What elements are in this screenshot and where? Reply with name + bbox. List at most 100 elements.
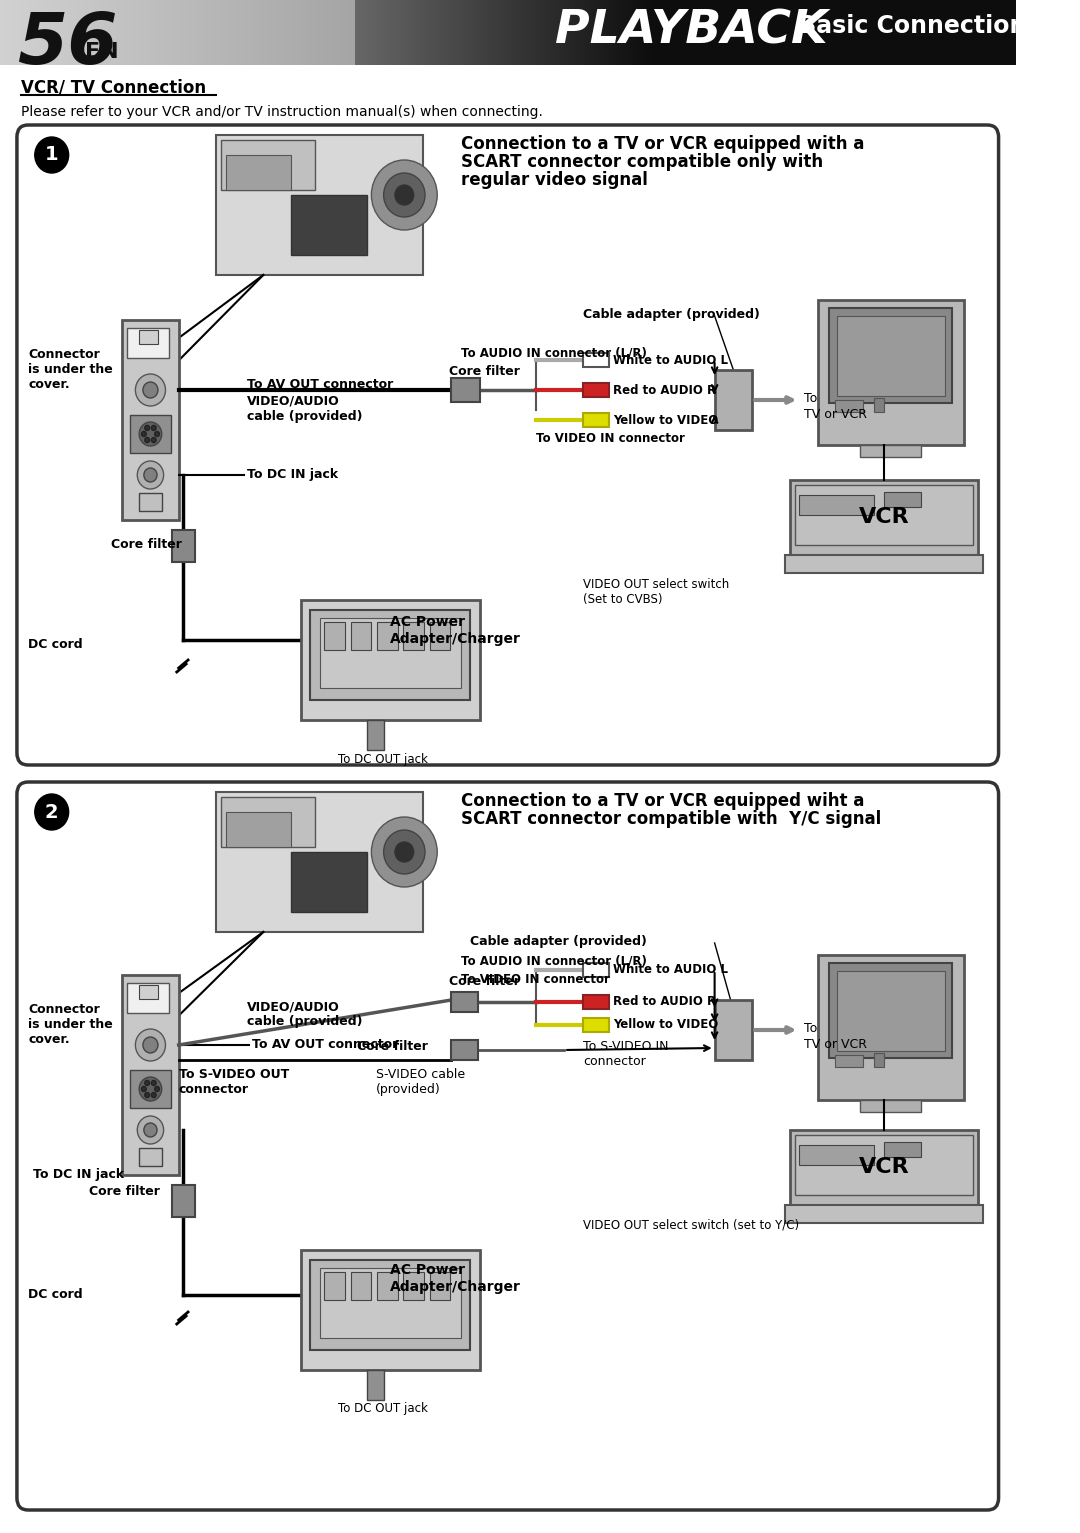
Bar [310, 610, 470, 701]
Bar [583, 383, 609, 397]
Circle shape [372, 817, 437, 888]
Circle shape [154, 431, 160, 437]
Text: Yellow to VIDEO: Yellow to VIDEO [613, 1018, 718, 1032]
Bar [320, 1268, 461, 1338]
Text: (Set to CVBS): (Set to CVBS) [583, 593, 662, 606]
Text: EN: EN [84, 41, 118, 61]
Bar [226, 155, 292, 190]
Bar [324, 1272, 346, 1300]
Text: To VIDEO IN connector: To VIDEO IN connector [536, 432, 685, 445]
Text: VIDEO OUT select switch: VIDEO OUT select switch [583, 578, 729, 592]
Bar [377, 1272, 397, 1300]
Text: Core filter: Core filter [111, 538, 181, 550]
Bar [292, 852, 367, 912]
Text: 1: 1 [45, 146, 58, 164]
Bar [367, 1371, 383, 1400]
Text: connector: connector [178, 1082, 248, 1096]
Bar [451, 1039, 477, 1059]
Circle shape [395, 842, 414, 862]
Bar [875, 1053, 883, 1067]
Bar [172, 530, 194, 563]
Text: AC Power: AC Power [390, 1263, 465, 1277]
Text: Cable adapter (provided): Cable adapter (provided) [470, 935, 647, 947]
Bar [320, 618, 461, 688]
Text: Core filter: Core filter [90, 1185, 160, 1197]
Circle shape [151, 437, 157, 443]
Bar [875, 399, 883, 412]
Bar [835, 1055, 863, 1067]
Circle shape [35, 136, 69, 173]
FancyBboxPatch shape [17, 782, 999, 1510]
Circle shape [137, 1116, 163, 1144]
Circle shape [139, 422, 162, 446]
Text: (provided): (provided) [376, 1082, 441, 1096]
Text: To AUDIO IN connector (L/R): To AUDIO IN connector (L/R) [461, 346, 647, 359]
Bar [861, 1101, 921, 1111]
Bar [122, 320, 178, 520]
Bar [795, 1134, 973, 1196]
Text: AC Power: AC Power [390, 615, 465, 629]
Circle shape [145, 1093, 149, 1098]
Bar [789, 480, 977, 555]
Bar [818, 300, 963, 445]
Text: Adapter/Charger: Adapter/Charger [390, 1280, 521, 1294]
Bar [367, 721, 383, 750]
Bar [324, 622, 346, 650]
Text: To VIDEO IN connector: To VIDEO IN connector [461, 973, 609, 986]
Bar [583, 963, 609, 977]
Circle shape [137, 461, 163, 489]
Circle shape [145, 1081, 149, 1085]
Bar [216, 135, 423, 274]
Text: DC cord: DC cord [28, 638, 83, 652]
Text: Connector
is under the
cover.: Connector is under the cover. [28, 1003, 113, 1046]
Text: TV or VCR: TV or VCR [804, 408, 867, 422]
Bar [226, 812, 292, 848]
Text: Red to AUDIO R: Red to AUDIO R [613, 383, 716, 397]
Circle shape [145, 437, 149, 443]
Bar [351, 622, 372, 650]
Bar [799, 1145, 875, 1165]
Text: VIDEO/AUDIO: VIDEO/AUDIO [247, 1000, 340, 1013]
Text: PLAYBACK: PLAYBACK [555, 8, 827, 54]
Text: connector: connector [583, 1055, 646, 1069]
Bar [139, 1148, 162, 1167]
Text: To S-VIDEO IN: To S-VIDEO IN [583, 1039, 669, 1053]
Text: regular video signal: regular video signal [461, 172, 648, 189]
Bar [883, 492, 921, 507]
Bar [583, 353, 609, 366]
Text: To DC OUT jack: To DC OUT jack [338, 1403, 429, 1415]
Bar [829, 963, 951, 1058]
Text: To AUDIO IN connector (L/R): To AUDIO IN connector (L/R) [461, 955, 647, 967]
Circle shape [383, 829, 426, 874]
Bar [127, 328, 170, 359]
Bar [795, 484, 973, 546]
FancyBboxPatch shape [17, 126, 999, 765]
Bar [221, 797, 315, 848]
Bar [310, 1260, 470, 1351]
Text: To AV OUT connector: To AV OUT connector [247, 379, 393, 391]
Text: Please refer to your VCR and/or TV instruction manual(s) when connecting.: Please refer to your VCR and/or TV instr… [21, 104, 542, 120]
Bar [583, 1018, 609, 1032]
Text: To DC IN jack: To DC IN jack [32, 1168, 124, 1180]
Text: To DC IN jack: To DC IN jack [247, 468, 338, 481]
Text: S-VIDEO cable: S-VIDEO cable [376, 1069, 465, 1081]
Bar [301, 599, 480, 721]
Bar [139, 494, 162, 510]
Text: TV or VCR: TV or VCR [804, 1038, 867, 1052]
Text: VIDEO OUT select switch (set to Y/C): VIDEO OUT select switch (set to Y/C) [583, 1219, 799, 1231]
Bar [835, 400, 863, 412]
Bar [789, 1130, 977, 1205]
Bar [127, 983, 170, 1013]
Circle shape [144, 1124, 157, 1137]
Bar [351, 1272, 372, 1300]
Bar [130, 1070, 171, 1108]
Bar [818, 955, 963, 1101]
Circle shape [151, 1093, 157, 1098]
Bar [829, 308, 951, 403]
Circle shape [143, 382, 158, 399]
Text: Core filter: Core filter [449, 365, 521, 379]
Text: VCR/ TV Connection: VCR/ TV Connection [21, 78, 206, 97]
Bar [216, 793, 423, 932]
Text: Yellow to VIDEO: Yellow to VIDEO [613, 414, 718, 428]
Bar [799, 495, 875, 515]
